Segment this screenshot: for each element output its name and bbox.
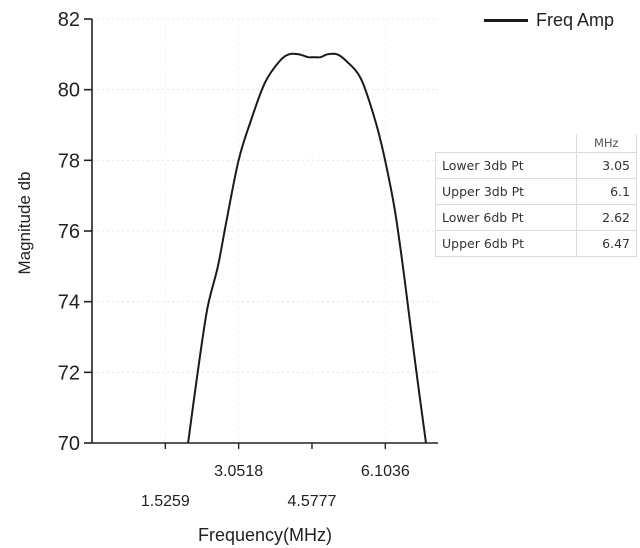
row-label: Upper 6db Pt [435, 230, 577, 257]
y-tick-label: 74 [58, 292, 80, 314]
legend: Freq Amp [484, 10, 614, 31]
row-label: Upper 3db Pt [435, 178, 577, 205]
row-value: 2.62 [575, 204, 638, 231]
table-row: Lower 3db Pt 3.05 [435, 152, 638, 179]
x-ticks: 1.5259 3.0518 4.5777 6.1036 [141, 443, 410, 510]
legend-swatch-freq-amp [484, 19, 528, 22]
y-tick-label: 76 [58, 221, 80, 243]
row-label: Lower 3db Pt [435, 152, 577, 179]
table-row: Upper 6db Pt 6.47 [435, 230, 638, 257]
y-axis-label: Magnitude db [15, 171, 34, 274]
table-header-label [435, 134, 577, 153]
x-tick-label: 4.5777 [288, 493, 337, 510]
x-tick-label: 3.0518 [214, 463, 263, 480]
y-tick-label: 78 [58, 150, 80, 172]
legend-label-freq-amp: Freq Amp [536, 10, 615, 30]
table-row: Upper 3db Pt 6.1 [435, 178, 638, 205]
y-gridlines [92, 18, 438, 373]
x-axis-label: Frequency(MHz) [198, 525, 332, 545]
y-tick-label: 80 [58, 80, 80, 102]
y-tick-label: 72 [58, 362, 80, 384]
y-ticks: 70 72 74 76 78 80 82 [58, 9, 92, 455]
table-header-unit: MHz [576, 134, 638, 153]
x-tick-label: 6.1036 [361, 463, 410, 480]
row-value: 3.05 [575, 152, 638, 179]
row-value: 6.1 [575, 178, 638, 205]
x-gridlines [164, 19, 386, 443]
y-tick-label: 70 [58, 433, 80, 455]
series-line-freq-amp [187, 52, 427, 444]
x-tick-label: 1.5259 [141, 493, 190, 510]
row-label: Lower 6db Pt [435, 204, 577, 231]
table-header-row: MHz [435, 134, 638, 153]
cutoff-points-table: MHz Lower 3db Pt 3.05 Upper 3db Pt 6.1 L… [435, 134, 638, 257]
row-value: 6.47 [575, 230, 638, 257]
table-row: Lower 6db Pt 2.62 [435, 204, 638, 231]
y-tick-label: 82 [58, 9, 80, 31]
